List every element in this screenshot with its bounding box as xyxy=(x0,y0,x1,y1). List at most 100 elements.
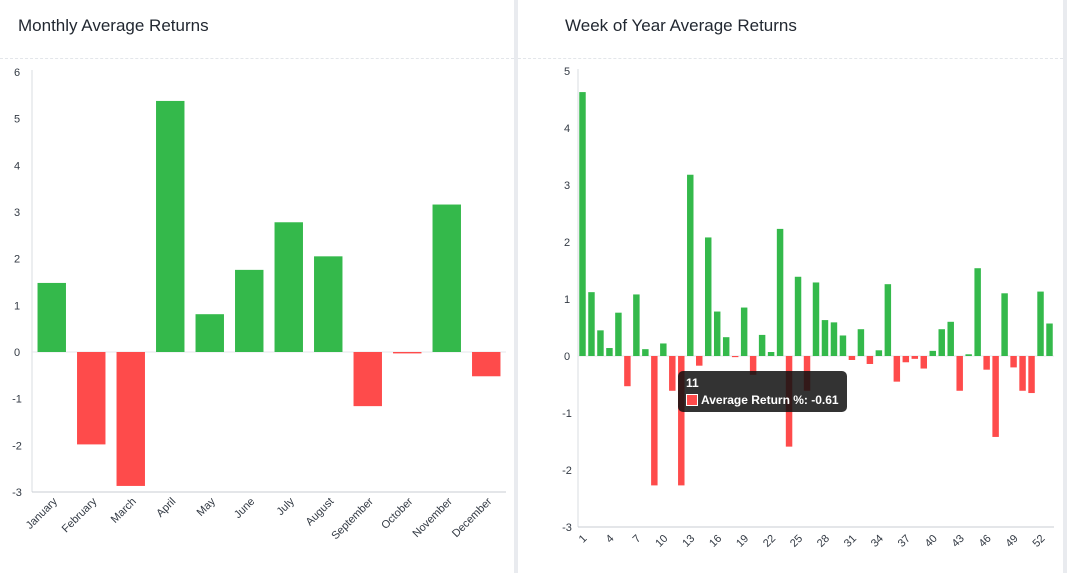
bar xyxy=(794,276,802,356)
y-tick-label: 6 xyxy=(14,67,20,79)
monthly-title-divider xyxy=(0,58,514,59)
y-tick-label: -2 xyxy=(562,465,572,477)
x-tick-label: 40 xyxy=(923,533,940,550)
bar xyxy=(929,350,936,356)
x-tick-label: 22 xyxy=(761,533,778,550)
x-tick-label: December xyxy=(450,495,495,540)
x-tick-label: 19 xyxy=(734,533,751,550)
y-tick-label: -3 xyxy=(12,487,22,499)
bar xyxy=(722,337,730,356)
bar xyxy=(830,322,838,356)
tooltip-swatch xyxy=(686,394,698,406)
bar xyxy=(884,284,892,356)
x-tick-label: August xyxy=(304,496,337,529)
bar xyxy=(156,100,185,352)
bar xyxy=(902,356,910,363)
x-tick-label: 7 xyxy=(631,533,644,546)
bar xyxy=(1019,356,1026,391)
bar xyxy=(687,174,694,356)
x-tick-label: 13 xyxy=(680,533,697,550)
bar xyxy=(749,356,757,375)
bar xyxy=(393,352,422,354)
bar xyxy=(37,282,66,352)
y-tick-label: 3 xyxy=(14,207,20,219)
bar xyxy=(839,335,847,356)
bar xyxy=(195,314,224,352)
bar xyxy=(713,311,721,356)
bar xyxy=(758,334,766,356)
x-tick-label: 34 xyxy=(869,533,886,550)
bar xyxy=(920,356,928,369)
bar xyxy=(776,228,784,356)
bar xyxy=(597,330,604,356)
x-tick-label: September xyxy=(329,495,376,542)
bar-tooltip: 11 Average Return %: -0.61 xyxy=(678,371,847,412)
bar xyxy=(992,356,999,437)
x-tick-label: 25 xyxy=(788,533,805,550)
bar xyxy=(965,354,972,356)
bar xyxy=(812,282,820,356)
bar xyxy=(893,356,901,382)
bar xyxy=(1046,323,1053,356)
bar xyxy=(857,329,865,356)
weekly-title-divider xyxy=(518,58,1063,59)
bar xyxy=(1028,356,1035,394)
bar xyxy=(606,348,613,356)
bar xyxy=(866,356,874,364)
y-tick-label: -1 xyxy=(12,394,22,406)
y-tick-label: -1 xyxy=(562,408,572,420)
bar xyxy=(615,312,622,356)
bar xyxy=(432,204,461,352)
tooltip-week: 11 xyxy=(686,376,699,390)
x-tick-label: July xyxy=(275,495,298,518)
x-tick-label: June xyxy=(232,496,257,521)
monthly-chart-title: Monthly Average Returns xyxy=(18,16,209,35)
bar xyxy=(678,356,685,486)
bar xyxy=(704,237,712,356)
weekly-returns-card: Week of Year Average Returns 5 4 3 2 1 0 -1 -2-… xyxy=(518,0,1063,573)
bar xyxy=(77,352,106,445)
x-tick-label: 4 xyxy=(604,533,617,546)
bar xyxy=(821,320,829,356)
x-tick-label: October xyxy=(379,495,415,531)
bar xyxy=(1010,356,1017,368)
x-tick-label: 1 xyxy=(577,533,590,546)
x-tick-label: 37 xyxy=(896,533,913,550)
monthly-returns-card: Monthly Average Returns 6 5 4 3 2 1 0 -1 -2 -3 Jan… xyxy=(0,0,514,573)
x-tick-label: February xyxy=(60,495,100,535)
x-tick-label: 49 xyxy=(1004,533,1021,550)
bar xyxy=(740,307,748,356)
bar xyxy=(669,356,676,391)
x-tick-label: March xyxy=(109,496,139,526)
weekly-chart-title: Week of Year Average Returns xyxy=(565,16,797,35)
bar xyxy=(579,92,586,356)
bar xyxy=(235,269,264,352)
x-tick-label: 43 xyxy=(950,533,967,550)
bar xyxy=(696,356,703,366)
bar xyxy=(642,349,649,356)
x-tick-label: January xyxy=(24,495,61,532)
tooltip-row: Average Return %: -0.61 xyxy=(686,393,839,407)
x-tick-label: 16 xyxy=(707,533,724,550)
bar xyxy=(767,352,775,356)
bar xyxy=(633,294,640,356)
x-tick-label: May xyxy=(195,495,219,519)
bar xyxy=(660,343,667,356)
bar xyxy=(1001,293,1008,356)
bar xyxy=(875,350,883,356)
bar xyxy=(947,321,954,356)
y-tick-label: 5 xyxy=(14,114,20,126)
y-tick-label: 1 xyxy=(564,294,570,306)
bar xyxy=(1037,291,1044,356)
y-tick-label: 1 xyxy=(14,300,20,312)
y-tick-label: -2 xyxy=(12,440,22,452)
bar xyxy=(588,292,595,356)
y-tick-label: 4 xyxy=(564,123,570,135)
x-tick-label: 10 xyxy=(653,533,670,550)
bar xyxy=(116,352,145,486)
y-tick-label: 4 xyxy=(14,160,20,172)
tooltip-value: Average Return %: -0.61 xyxy=(701,393,839,407)
bar xyxy=(624,356,631,387)
